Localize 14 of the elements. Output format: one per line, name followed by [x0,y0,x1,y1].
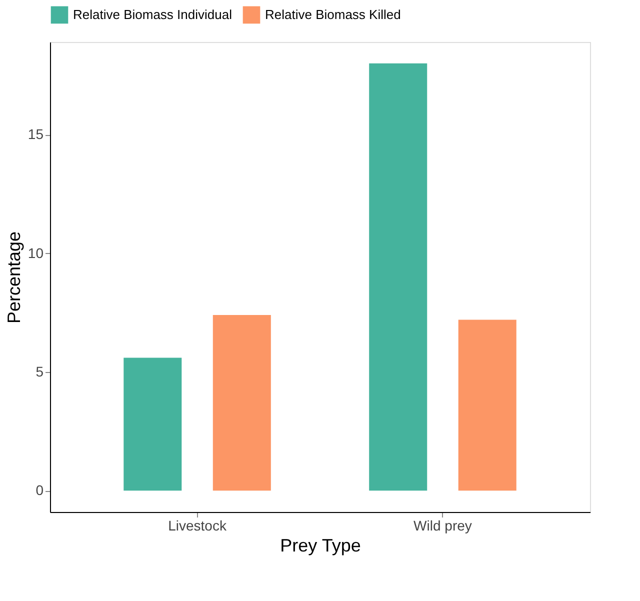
legend-label: Relative Biomass Individual [73,6,232,22]
bar [458,320,516,491]
y-tick-label: 15 [28,126,44,142]
x-tick-label: Livestock [168,518,228,534]
y-tick-label: 0 [36,482,44,498]
bar [369,63,428,491]
bar [124,358,182,491]
legend-label: Relative Biomass Killed [265,6,401,22]
x-axis-title: Prey Type [280,536,361,556]
x-tick-label: Wild prey [414,518,472,534]
bar [212,314,271,491]
y-axis-title: Percentage [4,231,24,324]
y-tick-label: 10 [28,244,44,261]
y-tick-label: 5 [36,363,44,380]
